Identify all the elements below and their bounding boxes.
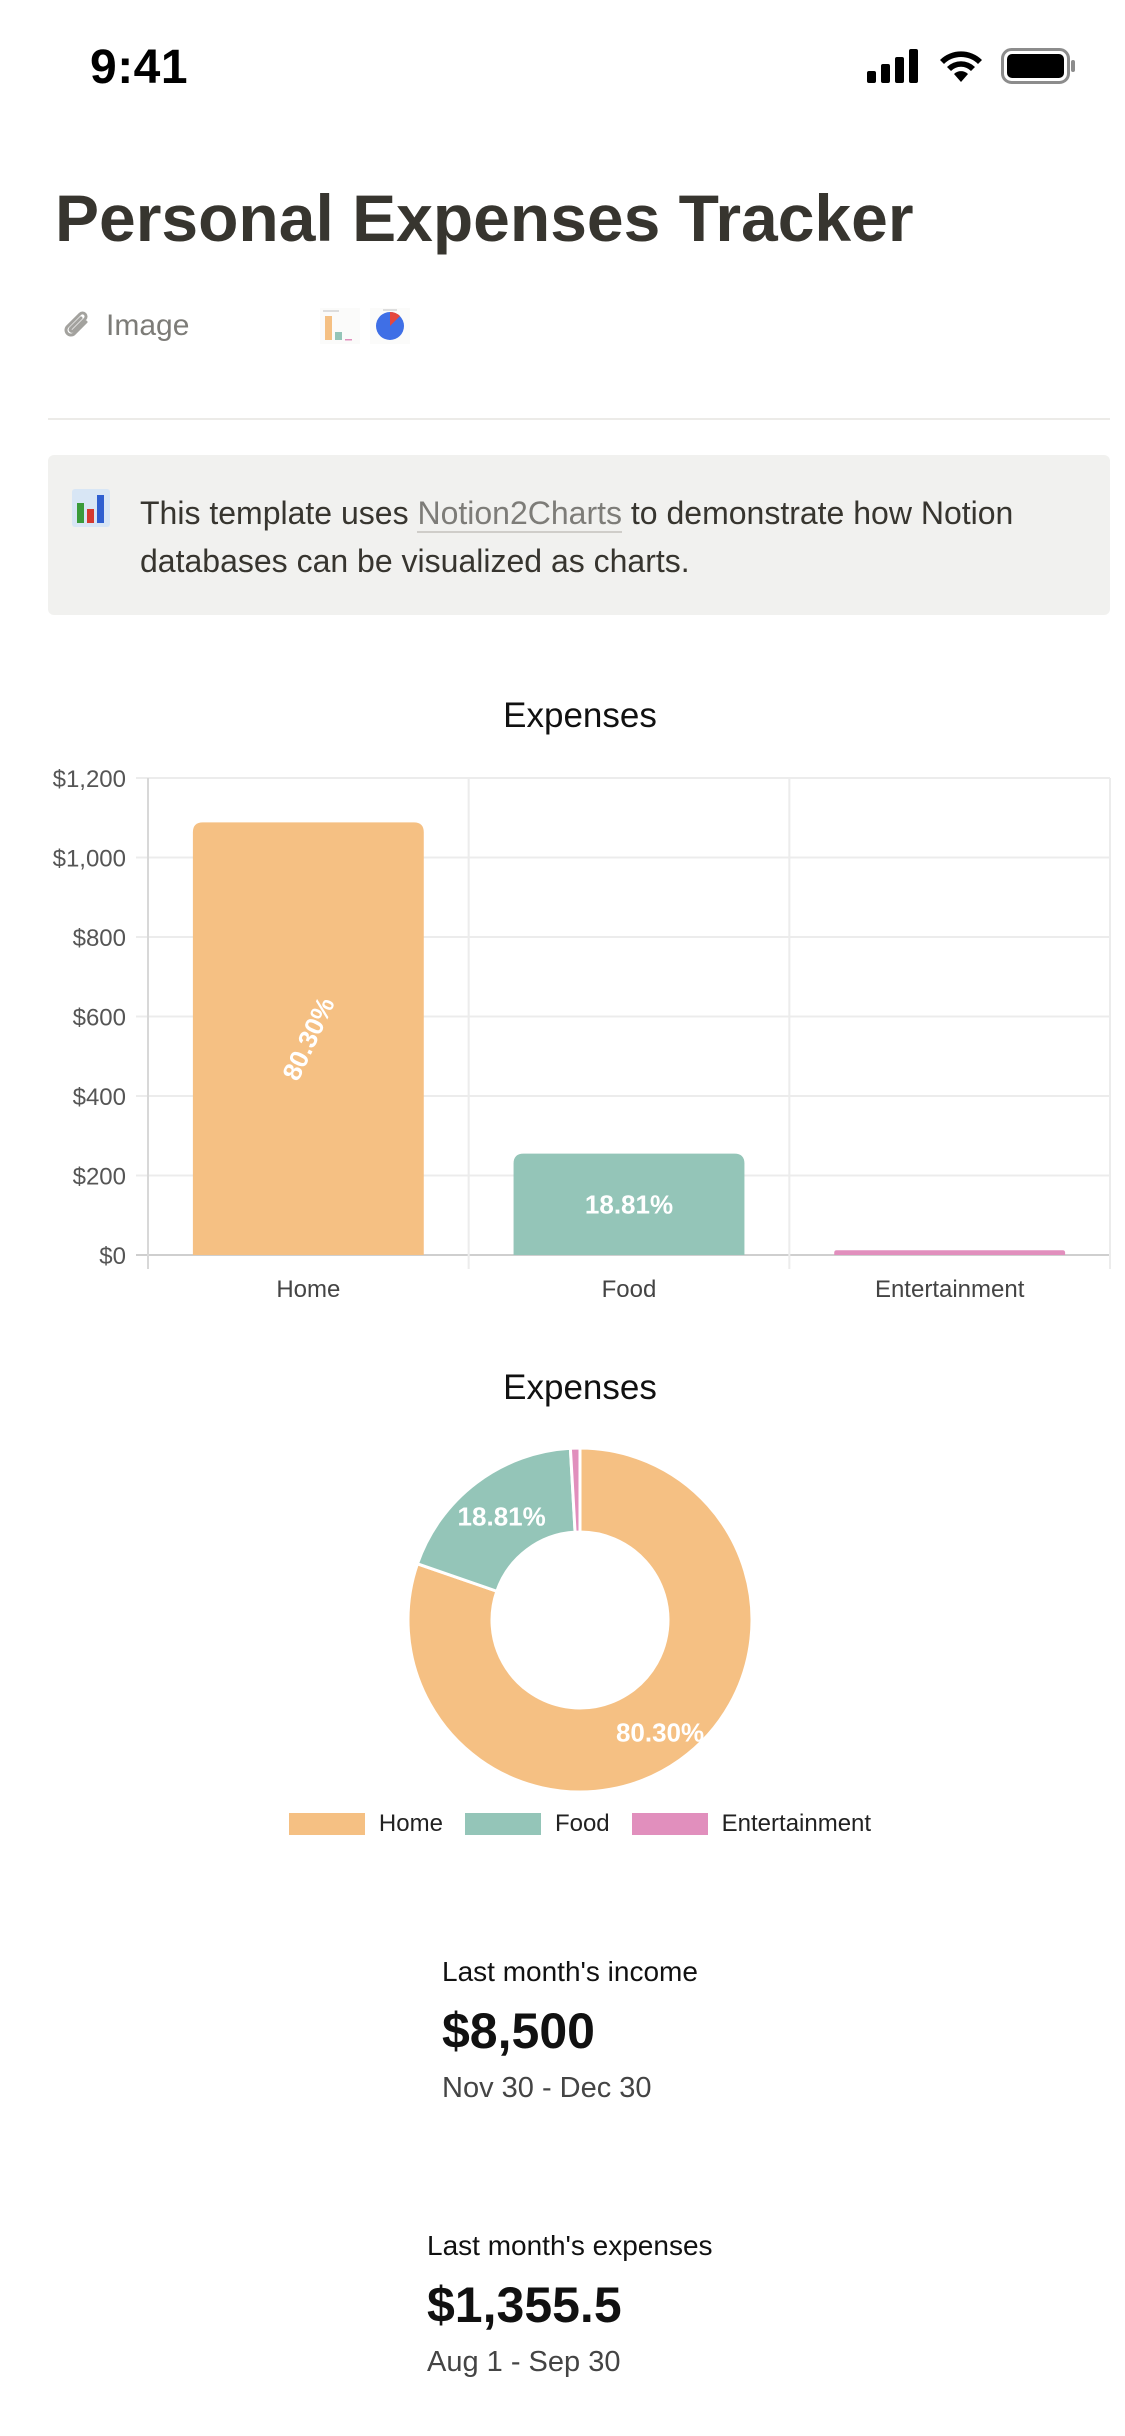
x-tick-label: Home: [276, 1276, 340, 1303]
y-tick-label: $1,000: [53, 846, 126, 873]
expenses-range: Aug 1 - Sep 30: [427, 2346, 621, 2378]
wifi-icon: [940, 51, 982, 82]
y-tick-label: $400: [73, 1084, 126, 1111]
donut-chart-thumbnail[interactable]: [370, 308, 410, 344]
expenses-label: Last month's expenses: [427, 2230, 713, 2261]
image-thumbnails[interactable]: [320, 308, 410, 344]
legend-swatch-food: [464, 1813, 541, 1835]
slice-data-label: 80.30%: [616, 1717, 704, 1747]
bar-chart-icon: [72, 489, 110, 527]
income-value: $8,500: [442, 2003, 595, 2059]
status-time: 9:41: [90, 41, 189, 94]
income-label: Last month's income: [442, 1956, 698, 1987]
y-tick-label: $1,200: [53, 766, 126, 793]
income-stat: Last month's income $8,500 Nov 30 - Dec …: [442, 1956, 698, 2105]
donut-chart: 80.30% 18.81%: [406, 1446, 754, 1794]
callout: This template uses Notion2Charts to demo…: [48, 455, 1110, 615]
cellular-signal-icon: [867, 49, 918, 83]
legend-label-food: Food: [554, 1810, 610, 1837]
bar-data-label: 18.81%: [585, 1189, 673, 1219]
slice-entertainment[interactable]: [568, 1446, 582, 1534]
notion2charts-link[interactable]: Notion2Charts: [417, 495, 622, 533]
expenses-stat: Last month's expenses $1,355.5 Aug 1 - S…: [427, 2230, 713, 2379]
bar-home[interactable]: [192, 822, 424, 1255]
income-range: Nov 30 - Dec 30: [442, 2072, 652, 2104]
x-tick-label: Food: [602, 1276, 657, 1303]
expenses-value: $1,355.5: [427, 2277, 622, 2333]
page-title: Personal Expenses Tracker: [55, 181, 914, 255]
y-tick-label: $800: [73, 925, 126, 952]
x-tick-label: Entertainment: [875, 1276, 1025, 1303]
status-bar: 9:41: [0, 0, 1125, 130]
property-label: Image: [106, 309, 190, 342]
paperclip-icon: [64, 311, 88, 337]
callout-text: This template uses Notion2Charts to demo…: [140, 489, 1090, 585]
slice-data-label: 18.81%: [458, 1501, 546, 1531]
legend-item-food[interactable]: Food: [464, 1810, 610, 1838]
status-icons: [867, 48, 1077, 84]
callout-text-before: This template uses: [140, 495, 418, 531]
bar-entertainment[interactable]: [834, 1250, 1066, 1255]
y-tick-label: $200: [73, 1164, 126, 1191]
donut-chart-title: Expenses: [503, 1368, 657, 1407]
bar-food[interactable]: [513, 1153, 745, 1255]
legend-label-home: Home: [378, 1810, 443, 1837]
y-tick-label: $600: [73, 1005, 126, 1032]
legend-label-entertainment: Entertainment: [721, 1810, 872, 1837]
bar-chart-title: Expenses: [503, 696, 657, 735]
legend-swatch-home: [288, 1813, 365, 1835]
donut-legend: Home Food Entertainment: [0, 1810, 1125, 1838]
slice-home[interactable]: [406, 1446, 754, 1794]
legend-item-entertainment[interactable]: Entertainment: [631, 1810, 872, 1838]
slice-food[interactable]: [415, 1446, 577, 1594]
legend-swatch-entertainment: [631, 1813, 708, 1835]
bar-chart: $0$200$400$600$800$1,000$1,200Home80.30%…: [53, 766, 1111, 1303]
y-tick-label: $0: [99, 1243, 126, 1270]
battery-icon: [1001, 48, 1075, 84]
legend-item-home[interactable]: Home: [288, 1810, 443, 1838]
image-property[interactable]: Image: [60, 308, 189, 344]
callout-text-after: to demonstrate how Notion databases can …: [140, 495, 1014, 579]
bar-chart-thumbnail[interactable]: [320, 308, 360, 344]
divider: [48, 418, 1110, 420]
